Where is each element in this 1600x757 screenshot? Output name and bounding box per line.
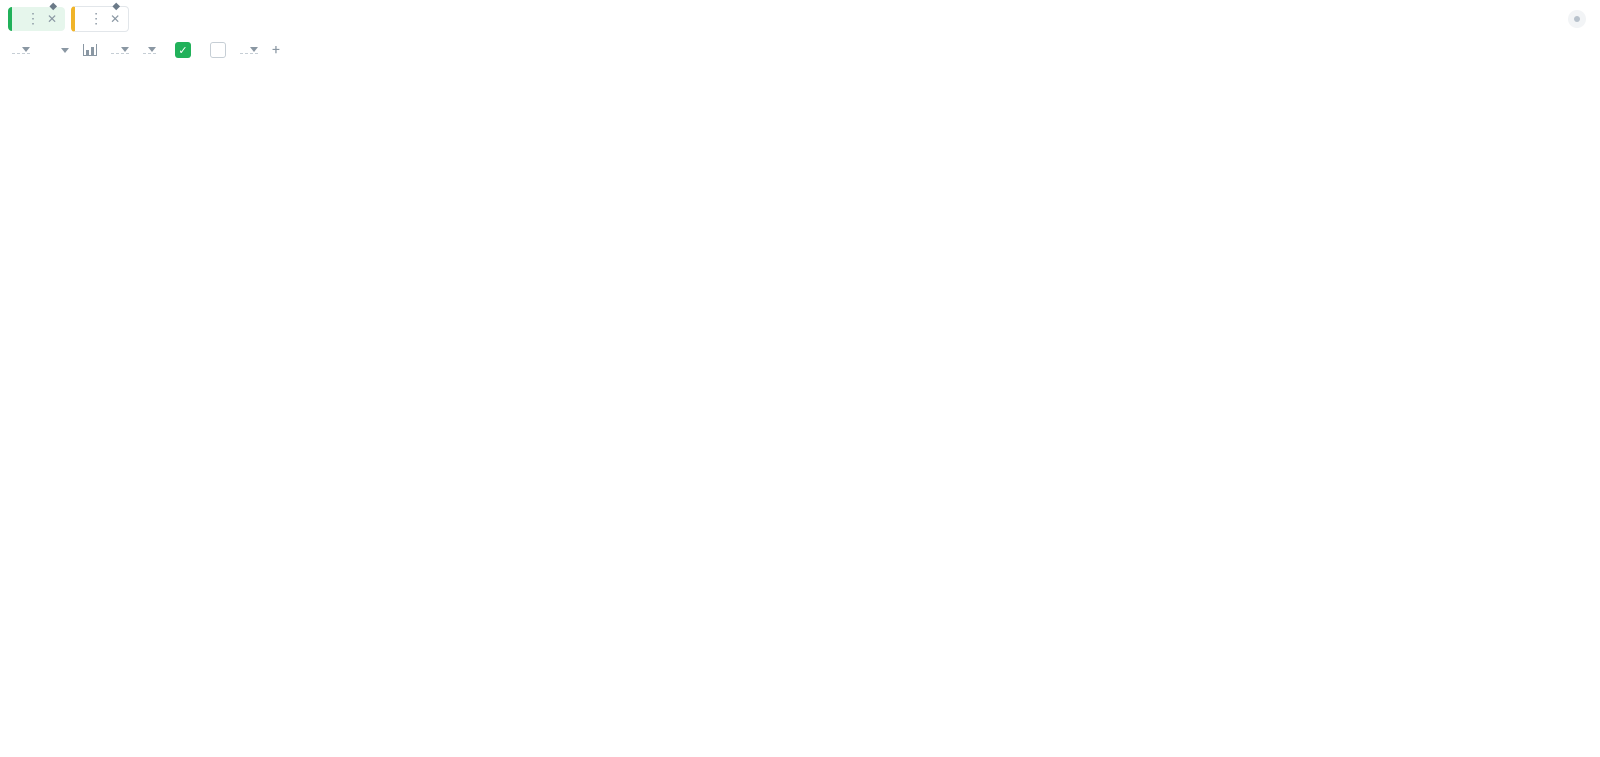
chart-area[interactable] xyxy=(10,76,1590,746)
color-swatch xyxy=(44,44,56,56)
plus-icon: + xyxy=(272,42,280,58)
close-icon[interactable]: ✕ xyxy=(108,12,122,26)
checkbox-unchecked-icon xyxy=(210,42,226,58)
interval-selector[interactable] xyxy=(111,47,129,54)
axis-minmax-selector[interactable] xyxy=(240,47,258,54)
chevron-down-icon xyxy=(61,48,69,53)
diamond-icon: ◆ xyxy=(49,1,57,12)
bar-chart-icon xyxy=(83,44,97,56)
color-selector[interactable] xyxy=(44,44,69,57)
metric-chip-holders[interactable]: ⋮ ✕ ◆ xyxy=(71,6,129,32)
chevron-down-icon xyxy=(250,47,258,52)
show-axis-toggle[interactable]: ✓ xyxy=(170,42,191,59)
metric-chip-price[interactable]: ⋮ ✕ ◆ xyxy=(8,7,65,31)
chip-menu-icon[interactable]: ⋮ xyxy=(89,11,102,27)
indicators-selector[interactable] xyxy=(143,47,156,54)
chip-bar: ⋮ ✕ ◆ ⋮ ✕ ◆ xyxy=(0,0,1600,36)
chip-menu-icon[interactable]: ⋮ xyxy=(26,11,39,27)
pin-axis-toggle[interactable] xyxy=(205,42,226,59)
chevron-down-icon xyxy=(121,47,129,52)
style-selector[interactable] xyxy=(12,47,30,54)
bar-style-toggle[interactable] xyxy=(83,44,97,57)
chart-toolbar: ✓ + xyxy=(0,36,1600,69)
diamond-icon: ◆ xyxy=(112,1,120,12)
chart-svg xyxy=(10,76,310,226)
close-icon[interactable]: ✕ xyxy=(45,12,59,26)
status-indicator[interactable] xyxy=(1568,10,1586,28)
combine-metrics-button[interactable]: + xyxy=(272,42,285,59)
chevron-down-icon xyxy=(22,47,30,52)
chevron-down-icon xyxy=(148,47,156,52)
checkbox-checked-icon: ✓ xyxy=(175,42,191,58)
